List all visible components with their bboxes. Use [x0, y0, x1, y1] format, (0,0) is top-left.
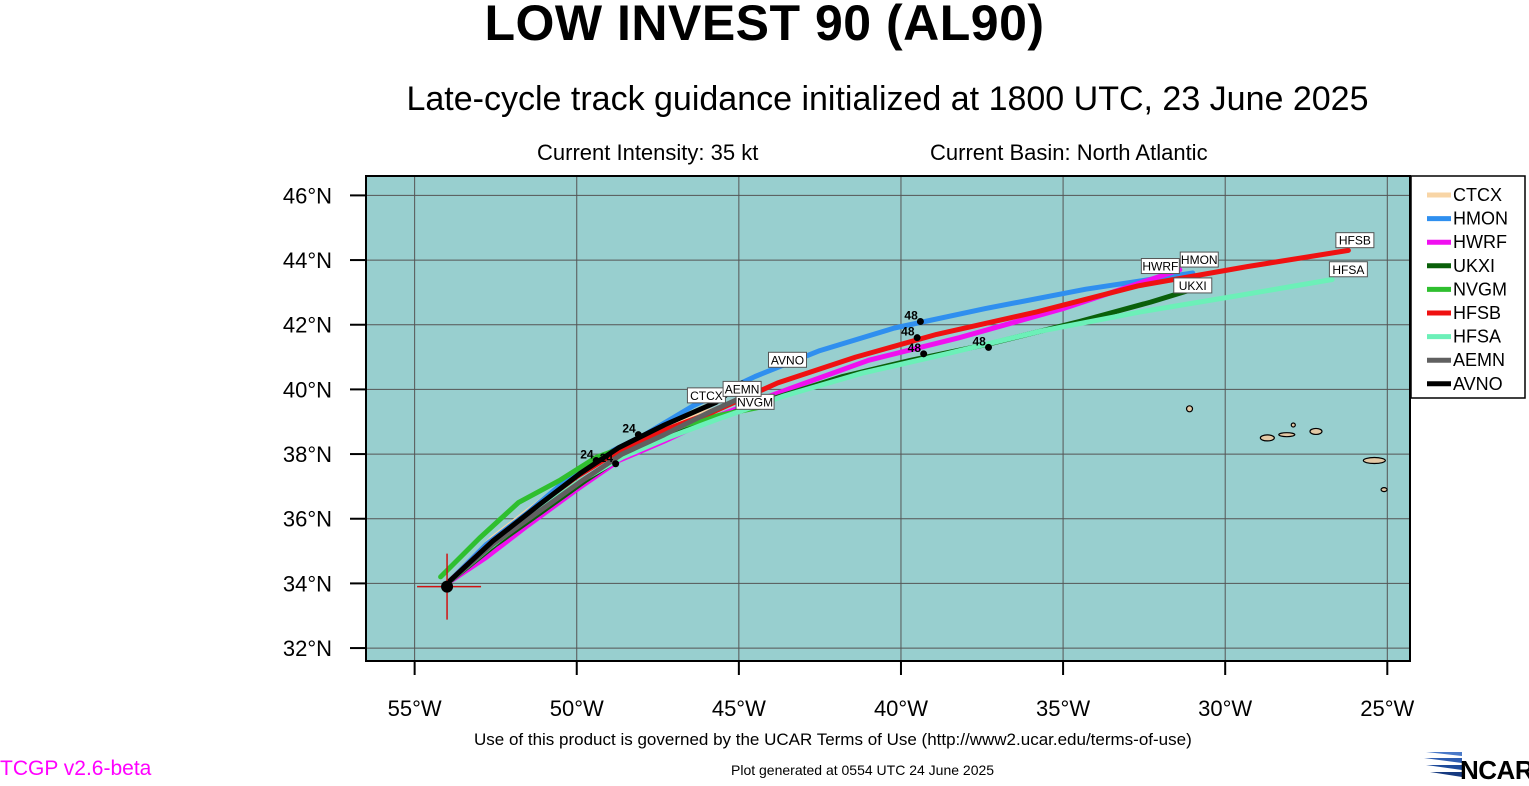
- legend-item-nvgm: NVGM: [1427, 279, 1507, 299]
- storm-position-dot: [441, 580, 454, 593]
- lat-tick-label: 38°N: [283, 442, 332, 467]
- legend-label: HMON: [1453, 209, 1508, 229]
- hour-marker-dot: [920, 350, 928, 358]
- track-label-hmon: HMON: [1179, 251, 1219, 268]
- ocean-background: [366, 176, 1410, 661]
- track-label-box: [1173, 277, 1213, 294]
- track-label-text: HMON: [1181, 253, 1218, 267]
- legend: CTCX HMON HWRF UKXI NVGM HFSB HFSA AEMN AVNO: [1410, 175, 1526, 399]
- legend-item-hfsb: HFSB: [1427, 303, 1501, 323]
- terms-of-use: Use of this product is governed by the U…: [474, 730, 1192, 749]
- island-land: [1278, 432, 1296, 438]
- track-label-hfsb: HFSB: [1335, 232, 1375, 249]
- plot-frame: [365, 175, 1411, 662]
- track-label-box: [1140, 258, 1180, 275]
- lat-tick-label: 34°N: [283, 571, 332, 596]
- track-label-hwrf: HWRF: [1140, 258, 1180, 275]
- lat-tick-label: 36°N: [283, 507, 332, 532]
- ncar-logo-icon: [1424, 752, 1462, 777]
- lon-tick-label: 55°W: [388, 696, 442, 721]
- hour-marker-label: 24: [600, 451, 614, 465]
- chart-title: LOW INVEST 90 (AL90): [484, 0, 1045, 51]
- track-label-text: UKXI: [1179, 279, 1207, 293]
- legend-item-avno: AVNO: [1427, 374, 1503, 394]
- track-label-aemn: AEMN: [722, 380, 762, 397]
- island-land: [1185, 405, 1194, 413]
- legend-label: UKXI: [1453, 256, 1495, 276]
- track-label-avno: AVNO: [767, 351, 807, 368]
- track-label-text: AVNO: [771, 353, 804, 367]
- legend-label: AVNO: [1453, 374, 1503, 394]
- lon-tick-label: 45°W: [712, 696, 766, 721]
- track-label-text: HFSA: [1332, 263, 1364, 277]
- legend-item-aemn: AEMN: [1427, 350, 1505, 370]
- hour-marker-label: 48: [908, 341, 922, 355]
- track-aemn: [444, 393, 748, 586]
- track-label-box: [1179, 251, 1219, 268]
- legend-label: HWRF: [1453, 232, 1507, 252]
- lat-tick-label: 42°N: [283, 313, 332, 338]
- track-label-text: NVGM: [737, 395, 773, 409]
- hour-marker-label: 24: [580, 448, 594, 462]
- legend-item-ukxi: UKXI: [1427, 256, 1495, 276]
- track-label-box: [722, 380, 762, 397]
- hour-marker-label: 48: [901, 325, 915, 339]
- lon-tick-label: 25°W: [1360, 696, 1414, 721]
- hour-marker-dot: [985, 343, 993, 351]
- island-land: [1259, 434, 1275, 442]
- track-label-text: HFSB: [1339, 234, 1371, 248]
- track-label-text: HWRF: [1142, 260, 1178, 274]
- current-intensity: Current Intensity: 35 kt: [537, 140, 759, 165]
- track-label-box: [1328, 261, 1368, 278]
- ncar-logo-text: NCAR: [1460, 755, 1529, 785]
- hour-marker-dot: [592, 457, 600, 465]
- lat-tick-label: 46°N: [283, 183, 332, 208]
- island-land: [1380, 487, 1388, 493]
- track-label-ukxi: UKXI: [1173, 277, 1213, 294]
- island-land: [1362, 456, 1386, 465]
- hour-marker-dot: [612, 460, 620, 468]
- hour-marker-dot: [913, 334, 921, 342]
- legend-item-hfsa: HFSA: [1427, 327, 1501, 347]
- legend-item-hwrf: HWRF: [1427, 232, 1507, 252]
- track-label-box: [1335, 232, 1375, 249]
- legend-item-hmon: HMON: [1427, 209, 1508, 229]
- lat-tick-label: 32°N: [283, 636, 332, 661]
- lon-tick-label: 40°W: [874, 696, 928, 721]
- current-basin: Current Basin: North Atlantic: [930, 140, 1208, 165]
- hour-marker-label: 48: [904, 309, 918, 323]
- legend-label: HFSB: [1453, 303, 1501, 323]
- legend-label: AEMN: [1453, 350, 1505, 370]
- legend-item-ctcx: CTCX: [1427, 185, 1502, 205]
- track-label-hfsa: HFSA: [1328, 261, 1368, 278]
- plot-generated: Plot generated at 0554 UTC 24 June 2025: [731, 762, 995, 778]
- track-label-text: AEMN: [725, 382, 760, 396]
- track-label-nvgm: NVGM: [735, 393, 775, 410]
- lat-tick-label: 40°N: [283, 377, 332, 402]
- hour-marker-dot: [916, 318, 924, 325]
- track-label-text: CTCX: [690, 389, 723, 403]
- legend-label: CTCX: [1453, 185, 1502, 205]
- island-land: [1290, 422, 1296, 428]
- track-label-ctcx: CTCX: [686, 387, 726, 404]
- chart-subtitle: Late-cycle track guidance initialized at…: [406, 80, 1369, 118]
- hour-marker-label: 48: [973, 334, 987, 348]
- hour-marker-label: 24: [622, 422, 636, 436]
- island-land: [1309, 427, 1323, 436]
- hour-marker-dot: [634, 431, 642, 439]
- legend-label: NVGM: [1453, 279, 1507, 299]
- version-label: TCGP v2.6-beta: [0, 757, 152, 780]
- lon-tick-label: 35°W: [1036, 696, 1090, 721]
- lon-tick-label: 30°W: [1198, 696, 1252, 721]
- legend-label: HFSA: [1453, 327, 1501, 347]
- lat-tick-label: 44°N: [283, 248, 332, 273]
- lon-tick-label: 50°W: [550, 696, 604, 721]
- track-label-box: [767, 351, 807, 368]
